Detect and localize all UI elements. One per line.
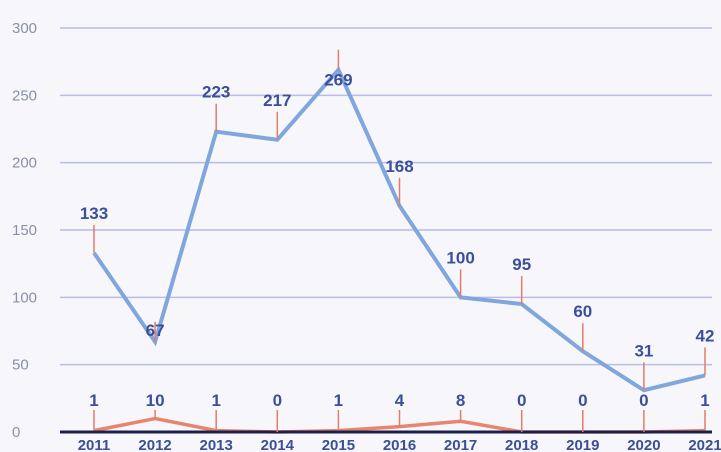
x-tick-label: 2015 (322, 437, 355, 452)
x-tick-label: 2013 (200, 437, 233, 452)
data-label-series-2: 10 (146, 391, 165, 410)
data-label-series-2: 1 (700, 391, 709, 410)
data-label-series-2: 0 (578, 391, 587, 410)
data-label-series-2: 0 (639, 391, 648, 410)
data-label-series-1: 67 (146, 321, 165, 340)
data-label-series-1: 269 (324, 71, 352, 90)
y-tick-label: 50 (12, 357, 29, 374)
x-tick-label: 2014 (261, 437, 295, 452)
data-label-series-2: 8 (456, 391, 465, 410)
x-tick-label: 2016 (383, 437, 416, 452)
y-tick-label: 100 (12, 289, 37, 306)
y-tick-label: 150 (12, 222, 37, 239)
x-tick-label: 2021 (688, 437, 721, 452)
data-label-series-1: 223 (202, 83, 230, 102)
x-tick-label: 2011 (78, 437, 111, 452)
x-tick-label: 2017 (444, 437, 477, 452)
x-tick-label: 2018 (505, 437, 538, 452)
x-axis-ticks: 2011 2012 2013 2014 2015 2016 2017 2018 2019 2020… (78, 437, 721, 452)
y-tick-label: 0 (12, 424, 20, 441)
x-tick-label: 2019 (566, 437, 599, 452)
x-tick-label: 2012 (138, 437, 171, 452)
data-label-series-1: 31 (634, 341, 653, 360)
y-tick-label: 300 (12, 20, 37, 37)
data-label-series-1: 168 (385, 157, 413, 176)
series-lines (92, 66, 706, 434)
x-tick-label: 2020 (627, 437, 660, 452)
gridlines (60, 27, 712, 366)
data-label-series-1: 42 (696, 326, 715, 345)
y-tick-label: 250 (12, 87, 37, 104)
data-label-series-1: 95 (512, 255, 531, 274)
data-label-series-1: 133 (80, 204, 108, 223)
data-label-series-2: 0 (273, 391, 282, 410)
y-axis-ticks: 0 50 100 150 200 250 300 (12, 20, 37, 441)
y-tick-label: 200 (12, 155, 37, 172)
data-label-series-1: 217 (263, 91, 291, 110)
data-label-series-2: 1 (211, 391, 220, 410)
data-label-series-2: 0 (517, 391, 526, 410)
data-label-series-2: 4 (395, 391, 405, 410)
data-label-series-2: 1 (89, 391, 98, 410)
data-label-series-2: 1 (334, 391, 343, 410)
data-label-series-1: 60 (573, 302, 592, 321)
data-label-series-1: 100 (446, 248, 474, 267)
